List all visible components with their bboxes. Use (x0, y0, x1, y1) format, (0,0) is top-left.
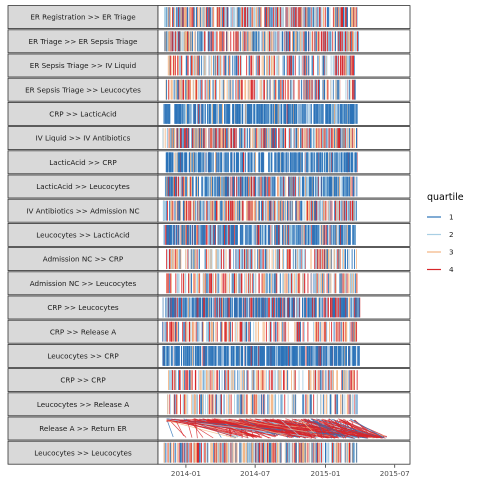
panel-label: ER Triage >> ER Sepsis Triage (29, 37, 138, 46)
panel-label: CRP >> CRP (60, 376, 106, 385)
panel-label: Admission NC >> CRP (43, 255, 124, 264)
panel: Admission NC >> CRP (7, 247, 411, 272)
panel: LacticAcid >> Leucocytes (7, 174, 411, 199)
panel-frame (157, 77, 411, 102)
panel: IV Liquid >> IV Antibiotics (7, 126, 411, 150)
panel: ER Registration >> ER Triage (7, 5, 411, 29)
panel: Leucocytes >> Release A (7, 392, 411, 417)
panel-label: Leucocytes >> CRP (47, 352, 119, 361)
panel: Admission NC >> Leucocytes (7, 271, 411, 296)
panel: LacticAcid >> CRP (7, 150, 411, 175)
panel: CRP >> Release A (7, 319, 411, 344)
panel-label: IV Liquid >> IV Antibiotics (36, 134, 131, 143)
panel: ER Triage >> ER Sepsis Triage (7, 29, 411, 54)
panel-label: CRP >> Leucocytes (47, 303, 119, 312)
panel: ER Sepsis Triage >> Leucocytes (7, 77, 411, 102)
panel-label: ER Sepsis Triage >> IV Liquid (30, 61, 136, 70)
panel: CRP >> CRP (7, 368, 411, 393)
panel-label: Admission NC >> Leucocytes (30, 279, 137, 288)
panel-label: ER Registration >> ER Triage (30, 13, 136, 22)
panel-label: CRP >> Release A (50, 327, 116, 336)
panel-label: IV Antibiotics >> Admission NC (26, 206, 139, 215)
panel-label: LacticAcid >> Leucocytes (36, 182, 130, 191)
panel-label: Leucocytes >> LacticAcid (36, 231, 129, 240)
panel: IV Antibiotics >> Admission NC (7, 198, 411, 223)
panel-label: LacticAcid >> CRP (49, 158, 117, 167)
panel: ER Sepsis Triage >> IV Liquid (7, 53, 411, 78)
panel: CRP >> Leucocytes (7, 295, 411, 320)
panel-label: Leucocytes >> Release A (37, 400, 129, 409)
panel-label: CRP >> LacticAcid (49, 110, 116, 119)
facet-panels: ER Registration >> ER Triage ER Triage >>… (7, 5, 411, 465)
panel: Leucocytes >> LacticAcid (7, 222, 411, 247)
panel: CRP >> LacticAcid (7, 102, 411, 126)
panel-label: ER Sepsis Triage >> Leucocytes (25, 85, 141, 94)
panel: Leucocytes >> CRP (7, 343, 411, 368)
